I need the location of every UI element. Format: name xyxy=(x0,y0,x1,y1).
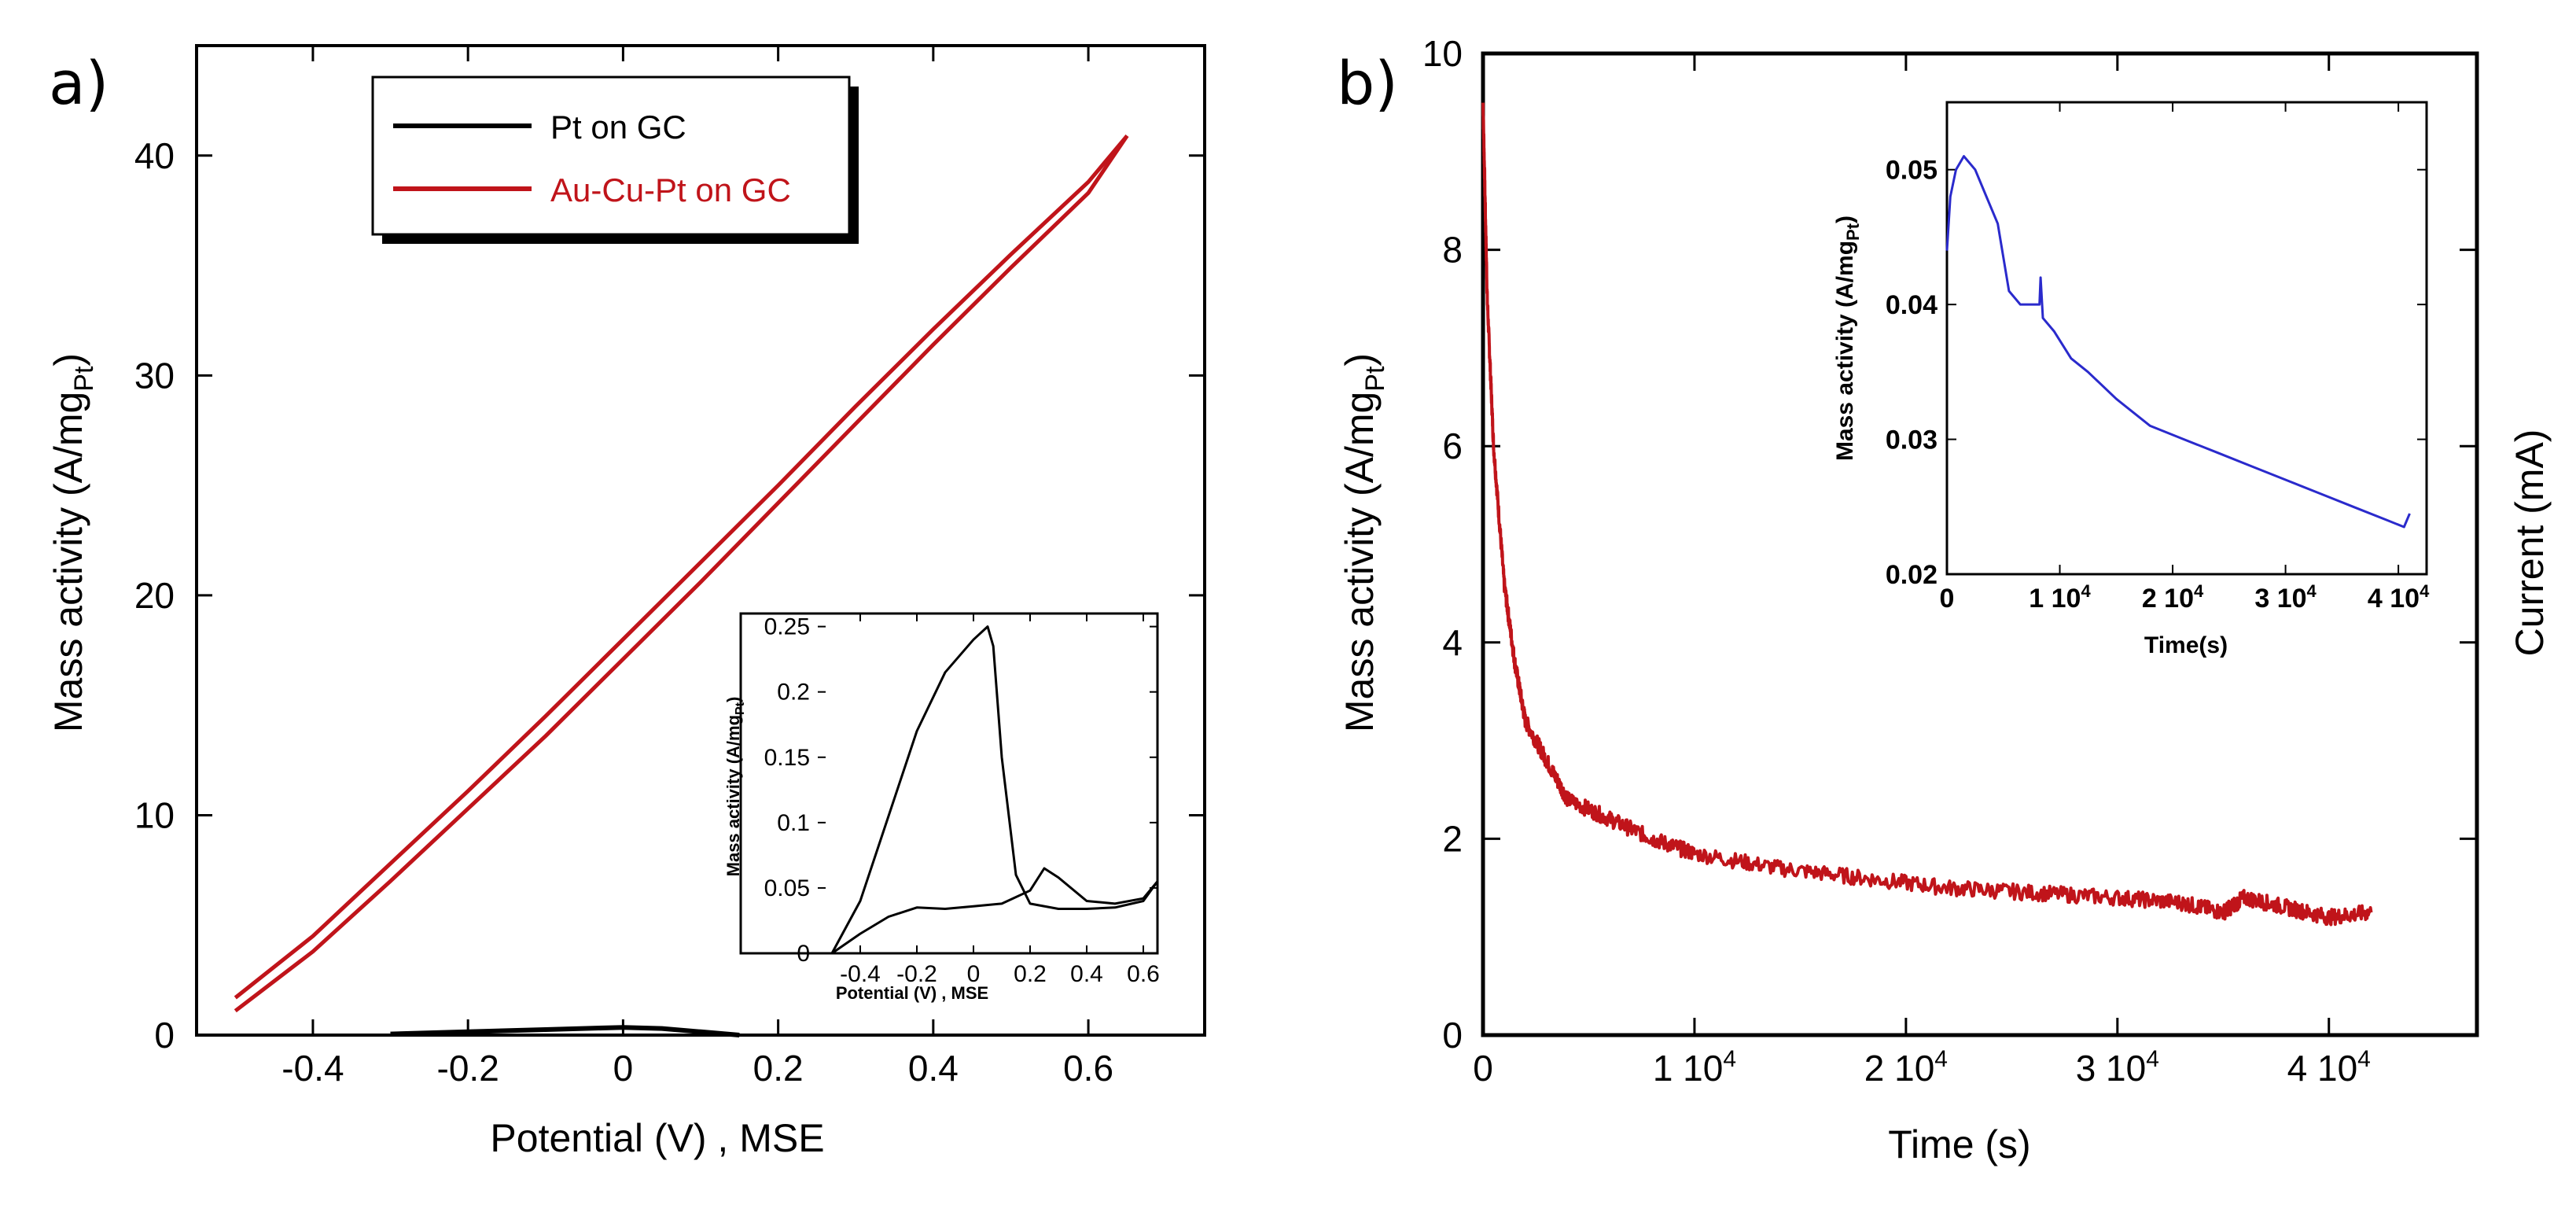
panel-b-inset-x-tick-label: 4 104 xyxy=(2368,581,2430,614)
panel-a-series-line xyxy=(234,134,1129,1013)
panel-b-inset-x-axis-label: Time(s) xyxy=(2144,632,2228,658)
panel-a-inset: -0.4 -0.2 0 0.2 0.4 0.6 0 0.05 0.1 0.15 0.2 0.25 Po… xyxy=(723,612,1160,1003)
panel-a-x-tick-label: 0.2 xyxy=(753,1048,804,1089)
panel-a-series xyxy=(234,134,1129,1037)
panel-a-x-tick-label: 0.6 xyxy=(1063,1048,1113,1089)
panel-a-inset-x-tick-label: 0 xyxy=(967,961,981,987)
panel-b-inset-x-tick-label: 3 104 xyxy=(2254,581,2317,614)
legend-label-aucupt: Au-Cu-Pt on GC xyxy=(550,171,791,208)
panel-a-y-tick-label: 40 xyxy=(134,135,175,176)
panel-a-inset-y-tick-label: 0.15 xyxy=(764,745,810,771)
panel-a-x-ticks: -0.4 -0.2 0 0.2 0.4 0.6 xyxy=(282,46,1113,1089)
panel-b-inset-y-axis-label: Mass activity (A/mgPt) xyxy=(1832,216,1863,461)
panel-b-x-tick-label: 3 104 xyxy=(2076,1046,2159,1089)
panel-a-inset-series xyxy=(830,625,1159,955)
panel-b-inset-series xyxy=(1945,155,2411,529)
panel-a-label: a) xyxy=(49,48,109,118)
panel-b-x-tick-label: 0 xyxy=(1473,1048,1493,1089)
panel-a-y-axis-label: Mass activity (A/mgPt) xyxy=(46,353,99,732)
panel-a-inset-y-tick-label: 0.25 xyxy=(764,614,810,640)
panel-b-x-axis-label: Time (s) xyxy=(1888,1122,2030,1166)
panel-b-series-line xyxy=(1481,102,2373,927)
panel-b-inset-x-tick-label: 2 104 xyxy=(2142,581,2204,614)
panel-b-y-tick-label: 10 xyxy=(1422,33,1463,74)
panel-b-y-ticks: 0 2 4 6 8 10 xyxy=(1422,33,2477,1056)
panel-b-inset-series-line xyxy=(1945,155,2411,529)
panel-b-inset: 0 1 104 2 104 3 104 4 104 0.02 0.03 0.04 0.05 Ti… xyxy=(1832,101,2430,658)
panel-a-series-line xyxy=(390,1025,740,1037)
panel-a-inset-y-axis-label: Mass activity (A/mgPt) xyxy=(723,697,747,877)
panel-b-y-tick-label: 6 xyxy=(1442,426,1463,466)
legend-label-pt: Pt on GC xyxy=(550,109,686,146)
panel-a-series-line xyxy=(234,134,1129,1000)
panel-b-y-tick-label: 0 xyxy=(1442,1015,1463,1056)
panel-b-y-tick-label: 8 xyxy=(1442,230,1463,271)
panel-b-inset-x-tick-label: 1 104 xyxy=(2029,581,2091,614)
panel-a-x-tick-label: 0 xyxy=(613,1048,634,1089)
panel-b-inset-y-tick-label: 0.05 xyxy=(1886,156,1938,186)
panel-a-inset-x-tick-label: 0.4 xyxy=(1070,961,1103,987)
panel-b-x-tick-label: 2 104 xyxy=(1864,1046,1948,1089)
panel-b-label: b) xyxy=(1337,48,1398,118)
panel-a-plot-frame xyxy=(195,44,1206,1037)
panel-a-y-ticks: 0 10 20 30 40 xyxy=(134,135,1205,1056)
panel-b-series xyxy=(1481,102,2373,927)
panel-a-inset-x-tick-label: -0.2 xyxy=(896,961,937,987)
panel-a-x-tick-label: -0.2 xyxy=(437,1048,499,1089)
panel-b-y-tick-label: 4 xyxy=(1442,622,1463,663)
panel-a-x-tick-label: 0.4 xyxy=(908,1048,959,1089)
panel-a-legend: Pt on GC Au-Cu-Pt on GC xyxy=(371,76,859,244)
panel-a-y-tick-label: 20 xyxy=(134,575,175,616)
panel-b-plot-frame xyxy=(1481,51,2479,1037)
panel-b-inset-ticks: 0 1 104 2 104 3 104 4 104 0.02 0.03 0.04 0.05 xyxy=(1886,102,2430,614)
panel-b-inset-y-tick-label: 0.03 xyxy=(1886,426,1938,455)
panel-b-y-tick-label: 2 xyxy=(1442,818,1463,859)
panel-a-inset-y-tick-label: 0.05 xyxy=(764,875,810,901)
panel-a-inset-series-line xyxy=(830,625,1159,954)
panel-a: a) -0.4 -0.2 0 0.2 0.4 0.6 0 10 20 30 40 Potentia… xyxy=(46,44,1206,1160)
panel-a-y-tick-label: 10 xyxy=(134,794,175,835)
panel-b-y-axis-label: Mass activity (A/mgPt) xyxy=(1338,353,1390,732)
panel-a-inset-y-tick-label: 0.2 xyxy=(777,680,810,706)
panel-a-inset-y-tick-label: 0 xyxy=(797,941,810,967)
panel-a-x-axis-label: Potential (V) , MSE xyxy=(490,1116,824,1160)
panel-b-right-y-axis-label: Current (mA) xyxy=(2508,429,2552,657)
panel-b-inset-x-tick-label: 0 xyxy=(1940,584,1955,614)
panel-a-y-tick-label: 30 xyxy=(134,355,175,396)
panel-a-inset-x-axis-label: Potential (V) , MSE xyxy=(836,983,988,1003)
panel-b-x-ticks: 0 1 104 2 104 3 104 4 104 xyxy=(1473,53,2371,1089)
panel-a-inset-frame xyxy=(739,612,1159,955)
panel-a-x-tick-label: -0.4 xyxy=(282,1048,344,1089)
panel-b-x-tick-label: 1 104 xyxy=(1653,1046,1736,1089)
panel-a-inset-ticks: -0.4 -0.2 0 0.2 0.4 0.6 0 0.05 0.1 0.15 0.2 0.25 xyxy=(764,614,1160,987)
legend-box xyxy=(371,76,851,236)
panel-a-y-tick-label: 0 xyxy=(154,1015,175,1056)
panel-b-x-tick-label: 4 104 xyxy=(2287,1046,2371,1089)
panel-b-inset-frame xyxy=(1945,101,2428,576)
panel-a-inset-y-tick-label: 0.1 xyxy=(777,810,810,836)
panel-a-inset-x-tick-label: 0.2 xyxy=(1014,961,1047,987)
panel-a-inset-x-tick-label: -0.4 xyxy=(840,961,881,987)
panel-a-inset-x-tick-label: 0.6 xyxy=(1127,961,1160,987)
panel-b: b) 0 1 104 2 104 3 104 4 104 0 2 4 6 8 10 Time (s… xyxy=(1337,33,2552,1166)
panel-b-inset-y-tick-label: 0.04 xyxy=(1886,290,1938,320)
panel-b-inset-y-tick-label: 0.02 xyxy=(1886,560,1938,590)
panel-a-inset-series-line xyxy=(831,867,1159,955)
